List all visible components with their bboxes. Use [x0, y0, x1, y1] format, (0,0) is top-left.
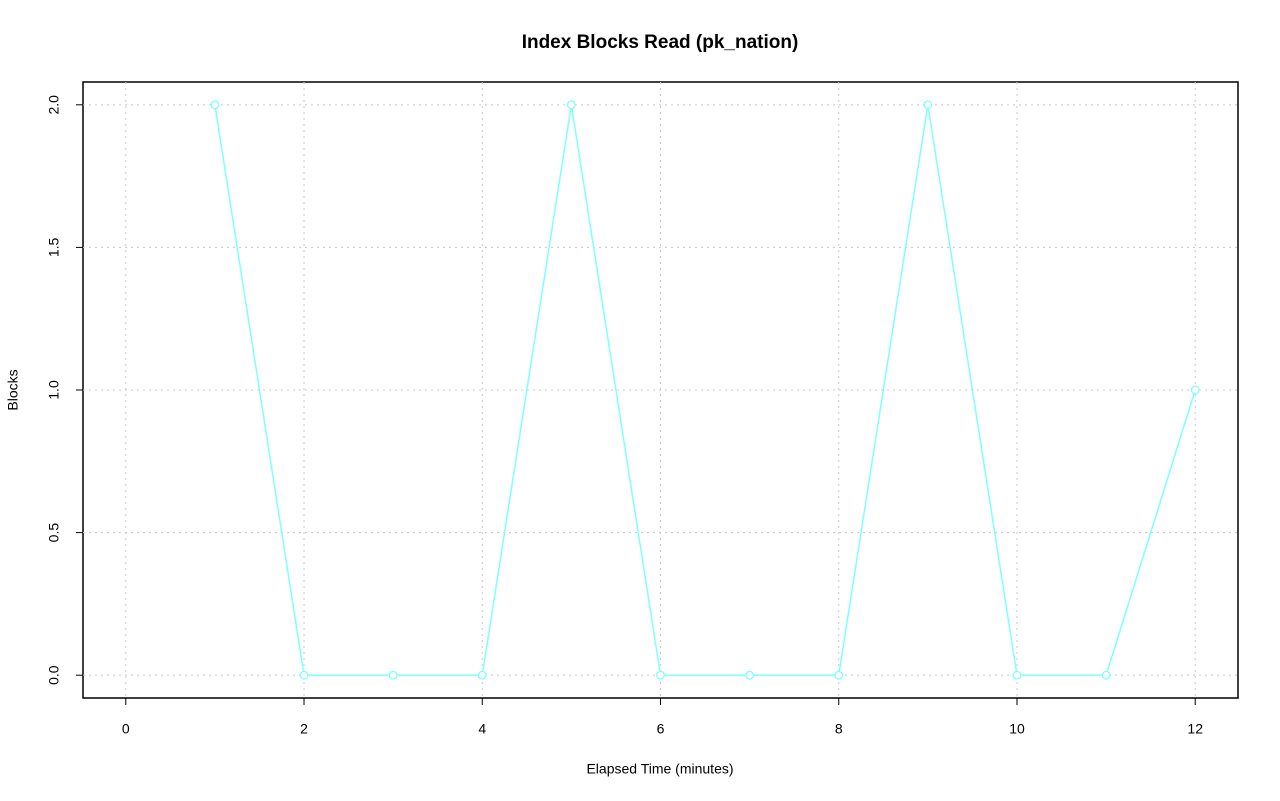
x-tick-label: 10: [1009, 721, 1025, 737]
data-point: [656, 670, 665, 680]
data-point: [1101, 670, 1111, 680]
data-point: [566, 100, 576, 110]
x-tick-label: 6: [657, 721, 665, 737]
x-tick-label: 0: [122, 721, 130, 737]
chart-title: Index Blocks Read (pk_nation): [522, 32, 799, 53]
y-tick-label: 2.0: [46, 95, 62, 115]
data-point: [477, 670, 487, 680]
x-tick-label: 2: [300, 721, 308, 737]
data-point: [1012, 670, 1022, 680]
x-tick-label: 12: [1187, 721, 1203, 737]
data-point: [1190, 385, 1200, 395]
x-axis-label: Elapsed Time (minutes): [586, 761, 733, 777]
y-tick-label: 0.5: [46, 523, 62, 543]
data-point: [923, 100, 933, 110]
y-tick-label: 1.5: [46, 237, 62, 257]
x-tick-label: 4: [478, 721, 486, 737]
data-point: [210, 100, 220, 110]
y-axis-label: Blocks: [5, 369, 21, 410]
y-tick-label: 1.0: [46, 380, 62, 400]
data-point: [745, 670, 755, 680]
data-line: [214, 104, 1196, 676]
x-tick-label: 8: [835, 721, 843, 737]
data-point: [834, 670, 844, 680]
data-point: [388, 670, 398, 680]
data-point: [299, 670, 309, 680]
y-tick-label: 0.0: [46, 665, 62, 685]
